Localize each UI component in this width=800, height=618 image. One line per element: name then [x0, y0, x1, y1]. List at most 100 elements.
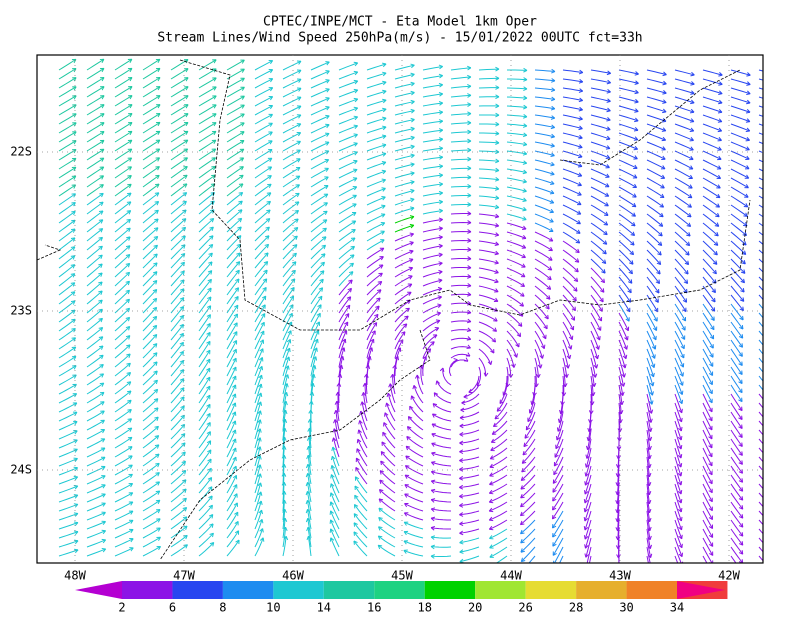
- arrow-head: [494, 186, 500, 191]
- streamline: [506, 258, 526, 268]
- streamline: [618, 276, 632, 294]
- arrow-head: [354, 485, 359, 491]
- streamline: [254, 348, 264, 368]
- arrow-head: [232, 340, 238, 345]
- streamline: [646, 204, 664, 218]
- streamline: [310, 338, 319, 359]
- arrow-head: [494, 260, 499, 265]
- arrow-head: [430, 554, 435, 559]
- arrow-head: [769, 288, 773, 292]
- streamline: [758, 204, 763, 209]
- arrow-head: [381, 178, 386, 183]
- arrow-head: [259, 339, 265, 344]
- streamline: [590, 159, 610, 169]
- streamline: [226, 322, 238, 341]
- arrow-head: [685, 241, 691, 247]
- arrow-head: [578, 106, 583, 112]
- streamline: [506, 240, 526, 249]
- streamline: [58, 365, 77, 377]
- arrow-head: [70, 246, 76, 251]
- arrow-head: [578, 69, 584, 75]
- streamline: [226, 269, 240, 287]
- arrow-head: [713, 250, 718, 256]
- streamline: [114, 547, 134, 557]
- streamline: [460, 402, 480, 411]
- streamline: [450, 185, 471, 188]
- streamline: [338, 347, 345, 368]
- arrow-head: [353, 159, 358, 165]
- arrow-head: [433, 392, 439, 397]
- arrow-head: [98, 345, 104, 350]
- arrow-head: [206, 376, 211, 382]
- streamline: [450, 284, 472, 287]
- arrow-head: [465, 352, 471, 357]
- streamline: [478, 312, 498, 322]
- arrow-head: [206, 394, 211, 400]
- arrow-head: [768, 567, 772, 571]
- streamline: [506, 303, 524, 317]
- streamline: [198, 385, 211, 404]
- streamline: [730, 114, 751, 123]
- streamline: [198, 148, 216, 161]
- streamline: [534, 366, 537, 387]
- streamline: [552, 474, 564, 493]
- streamline: [198, 440, 212, 458]
- arrow-head: [467, 202, 472, 207]
- streamline: [142, 389, 158, 404]
- streamline: [618, 267, 633, 284]
- arrow-head: [574, 267, 579, 273]
- arrow-head: [658, 222, 664, 227]
- arrow-head: [688, 174, 694, 180]
- streamline: [534, 267, 552, 281]
- streamline: [362, 392, 368, 413]
- streamline: [198, 532, 214, 548]
- streamline: [758, 555, 763, 562]
- arrow-head: [708, 389, 713, 395]
- arrow-head: [711, 297, 716, 303]
- streamline: [338, 338, 346, 359]
- streamline: [282, 132, 301, 143]
- arrow-head: [99, 192, 104, 198]
- streamline: [584, 510, 592, 531]
- arrow-head: [677, 435, 683, 441]
- arrow-head: [155, 148, 161, 153]
- arrow-head: [317, 304, 322, 309]
- streamline: [394, 101, 415, 107]
- arrow-head: [257, 482, 263, 487]
- arrow-head: [127, 436, 133, 442]
- streamline: [459, 411, 480, 419]
- arrow-head: [353, 168, 358, 173]
- streamline: [618, 105, 639, 112]
- arrow-head: [381, 160, 387, 166]
- arrow-head: [305, 463, 311, 469]
- arrow-head: [568, 335, 574, 341]
- streamline: [226, 296, 239, 314]
- streamline: [702, 204, 720, 218]
- arrow-head: [548, 237, 554, 242]
- arrow-head: [678, 390, 684, 395]
- arrow-head: [325, 70, 330, 75]
- streamline: [254, 410, 262, 431]
- arrow-head: [257, 437, 262, 442]
- arrow-head: [548, 246, 553, 252]
- streamline: [506, 141, 527, 146]
- streamline: [523, 429, 536, 447]
- arrow-head: [293, 227, 299, 232]
- arrow-head: [547, 275, 552, 281]
- arrow-head: [739, 325, 744, 330]
- streamline: [58, 346, 77, 359]
- streamline: [674, 474, 682, 495]
- streamline: [431, 499, 452, 503]
- arrow-head: [738, 505, 744, 510]
- arrow-head: [494, 213, 500, 219]
- streamline: [142, 546, 161, 557]
- streamline: [758, 474, 763, 481]
- streamline: [646, 240, 662, 256]
- arrow-head: [597, 326, 602, 331]
- arrow-head: [771, 241, 775, 245]
- streamline: [758, 429, 763, 436]
- arrow-head: [127, 139, 133, 145]
- streamline: [534, 168, 555, 175]
- arrow-head: [330, 455, 336, 461]
- arrow-head: [634, 89, 639, 95]
